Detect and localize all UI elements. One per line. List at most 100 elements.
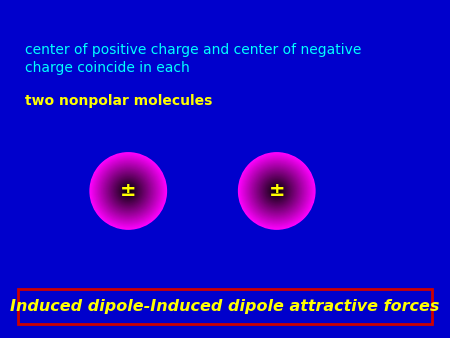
Circle shape (117, 180, 139, 202)
Circle shape (275, 189, 279, 193)
Circle shape (240, 155, 313, 227)
Circle shape (266, 180, 287, 201)
Circle shape (274, 188, 279, 194)
Circle shape (246, 160, 308, 222)
Circle shape (114, 177, 143, 205)
Circle shape (94, 156, 162, 225)
Circle shape (269, 183, 284, 199)
Circle shape (259, 173, 295, 209)
Circle shape (91, 153, 166, 228)
Circle shape (113, 176, 143, 206)
Circle shape (243, 156, 311, 225)
Circle shape (105, 168, 152, 214)
Circle shape (110, 173, 146, 209)
Circle shape (249, 163, 305, 219)
Circle shape (244, 158, 310, 224)
Circle shape (244, 159, 309, 223)
Circle shape (255, 170, 298, 212)
Circle shape (252, 166, 302, 216)
Circle shape (116, 179, 140, 203)
Circle shape (256, 170, 297, 212)
Circle shape (102, 164, 155, 218)
Circle shape (117, 179, 140, 202)
Circle shape (112, 175, 144, 207)
Circle shape (125, 188, 131, 194)
Circle shape (247, 161, 306, 221)
Circle shape (104, 166, 153, 216)
Circle shape (256, 171, 297, 211)
Circle shape (108, 171, 148, 211)
Circle shape (257, 171, 296, 210)
Circle shape (255, 169, 299, 213)
Circle shape (265, 179, 288, 202)
Circle shape (239, 153, 314, 228)
Circle shape (266, 180, 288, 202)
Circle shape (275, 190, 278, 192)
Circle shape (97, 160, 159, 222)
Text: Induced dipole-Induced dipole attractive forces: Induced dipole-Induced dipole attractive… (10, 299, 440, 314)
Circle shape (238, 153, 315, 229)
Circle shape (274, 188, 280, 194)
Circle shape (121, 183, 136, 199)
Circle shape (99, 162, 158, 220)
Circle shape (118, 181, 138, 201)
Circle shape (238, 152, 315, 230)
Text: center of positive charge and center of negative
charge coincide in each: center of positive charge and center of … (25, 43, 361, 75)
Circle shape (253, 168, 300, 214)
Circle shape (264, 178, 290, 204)
Circle shape (248, 163, 305, 219)
Circle shape (254, 168, 299, 214)
Circle shape (124, 187, 133, 195)
Circle shape (122, 185, 135, 197)
Circle shape (252, 166, 302, 216)
Circle shape (122, 185, 134, 197)
Circle shape (271, 186, 282, 196)
Circle shape (91, 154, 165, 228)
Text: ±: ± (120, 182, 136, 200)
Circle shape (271, 185, 283, 197)
Circle shape (262, 177, 291, 205)
Circle shape (265, 179, 289, 203)
Text: ±: ± (269, 182, 285, 200)
Circle shape (121, 184, 135, 198)
Circle shape (90, 152, 167, 230)
Circle shape (124, 187, 132, 195)
Circle shape (99, 161, 158, 221)
Circle shape (118, 180, 139, 201)
Circle shape (128, 190, 129, 192)
Circle shape (112, 174, 145, 208)
Circle shape (126, 188, 131, 194)
Circle shape (240, 154, 314, 228)
Circle shape (245, 159, 309, 223)
Circle shape (123, 186, 134, 196)
Circle shape (273, 187, 281, 195)
Circle shape (270, 185, 283, 197)
Circle shape (115, 177, 142, 204)
Circle shape (107, 170, 150, 212)
Circle shape (96, 159, 161, 223)
Circle shape (246, 161, 307, 221)
Circle shape (103, 166, 153, 216)
Circle shape (258, 172, 296, 210)
Circle shape (276, 190, 277, 192)
Circle shape (95, 158, 161, 224)
Circle shape (262, 176, 292, 206)
Circle shape (106, 169, 150, 213)
Circle shape (93, 155, 164, 226)
Circle shape (112, 175, 144, 207)
Circle shape (250, 164, 303, 218)
Circle shape (100, 163, 156, 219)
Bar (18, 289, 432, 324)
Circle shape (92, 155, 165, 227)
Circle shape (102, 165, 154, 217)
Circle shape (109, 172, 147, 210)
Circle shape (263, 177, 290, 204)
Circle shape (93, 156, 163, 226)
Circle shape (126, 189, 130, 193)
Circle shape (127, 190, 130, 192)
Circle shape (243, 157, 310, 225)
Circle shape (94, 157, 162, 225)
Circle shape (108, 170, 149, 212)
Circle shape (268, 182, 286, 200)
Circle shape (261, 175, 292, 207)
